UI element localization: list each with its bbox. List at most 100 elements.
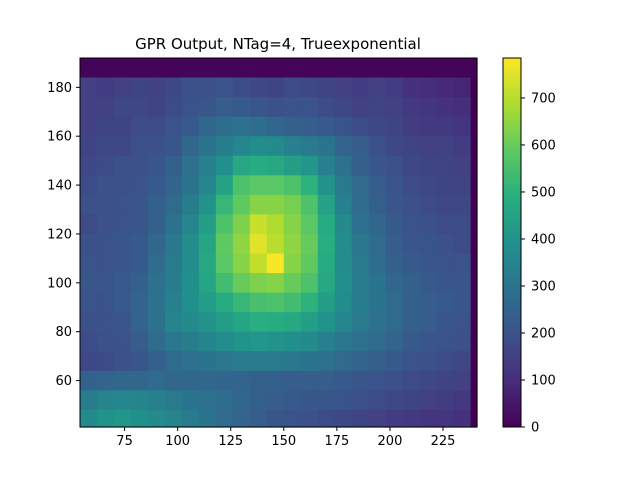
heatmap-cell <box>80 214 98 235</box>
heatmap-cell <box>198 409 217 428</box>
heatmap-cell <box>249 390 268 411</box>
heatmap-cell <box>96 58 115 79</box>
heatmap-cell <box>402 77 421 98</box>
heatmap-cell <box>419 194 438 215</box>
heatmap-cell <box>470 136 478 157</box>
x-axis: 75 100 125 150 175 200 225 <box>116 427 455 449</box>
heatmap-cell <box>334 253 353 274</box>
heatmap-cell <box>470 292 478 313</box>
heatmap-cell <box>80 155 98 176</box>
heatmap-cell <box>300 77 319 98</box>
heatmap-cell <box>368 370 387 391</box>
heatmap-cell <box>147 214 166 235</box>
heatmap-cell <box>215 331 234 352</box>
heatmap-cell <box>164 351 183 372</box>
heatmap-cell <box>368 58 387 79</box>
heatmap-cell <box>181 273 200 294</box>
heatmap-cell <box>419 136 438 157</box>
heatmap-cell <box>351 370 370 391</box>
heatmap-cell <box>300 97 319 118</box>
heatmap-cell <box>402 233 421 255</box>
colorbar-tick-label: 600 <box>531 138 556 153</box>
heatmap-cell <box>232 116 251 137</box>
heatmap-cell <box>232 370 251 391</box>
heatmap-cell <box>470 312 478 333</box>
heatmap-cell <box>385 409 404 428</box>
heatmap-cell <box>300 58 319 79</box>
x-tick-label: 75 <box>116 434 133 449</box>
heatmap-cell <box>181 351 200 372</box>
heatmap-cell <box>164 214 183 235</box>
heatmap-cell <box>232 331 251 352</box>
heatmap-cell <box>215 116 234 137</box>
heatmap-cell <box>113 97 132 118</box>
plot-frame <box>79 57 478 428</box>
heatmap-cell <box>232 97 251 118</box>
heatmap-cell <box>436 273 455 294</box>
heatmap-cell <box>130 370 149 391</box>
heatmap-cell <box>385 97 404 118</box>
heatmap-cell <box>113 273 132 294</box>
colorbar-tick-label: 400 <box>531 232 556 247</box>
heatmap-cell <box>266 175 285 196</box>
heatmap-cell <box>80 77 98 98</box>
heatmap-cell <box>147 175 166 196</box>
heatmap-cell <box>300 155 319 176</box>
heatmap-cell <box>436 136 455 157</box>
heatmap-cell <box>368 390 387 411</box>
heatmap-cell <box>147 194 166 215</box>
heatmap-cell <box>470 233 478 255</box>
heatmap-cell <box>334 77 353 98</box>
heatmap-cell <box>181 312 200 333</box>
heatmap-cell <box>419 390 438 411</box>
heatmap-cell <box>334 233 353 255</box>
y-tick-label: 180 <box>47 81 72 96</box>
heatmap-cell <box>436 253 455 274</box>
heatmap-cell <box>147 370 166 391</box>
heatmap-cell <box>113 214 132 235</box>
heatmap-cell <box>300 233 319 255</box>
heatmap-cell <box>436 351 455 372</box>
heatmap-cell <box>283 273 302 294</box>
heatmap-cell <box>198 194 217 215</box>
heatmap-cell <box>300 331 319 352</box>
heatmap-cell <box>385 331 404 352</box>
heatmap-cell <box>317 116 336 137</box>
heatmap-cell <box>266 370 285 391</box>
heatmap-cell <box>351 331 370 352</box>
heatmap-cell <box>351 292 370 313</box>
heatmap-cell <box>300 194 319 215</box>
heatmap-cell <box>317 312 336 333</box>
heatmap-cell <box>181 155 200 176</box>
heatmap-cell <box>113 233 132 255</box>
heatmap-cell <box>368 116 387 137</box>
heatmap-cell <box>113 253 132 274</box>
y-tick-label: 60 <box>55 374 72 389</box>
heatmap-cell <box>470 58 478 79</box>
heatmap-cell <box>368 136 387 157</box>
heatmap-cell <box>283 390 302 411</box>
heatmap-cell <box>385 351 404 372</box>
heatmap-cell <box>130 312 149 333</box>
chart-title: GPR Output, NTag=4, Trueexponential <box>135 35 421 53</box>
heatmap-cell <box>419 175 438 196</box>
heatmap-cell <box>266 409 285 428</box>
heatmap-cell <box>181 136 200 157</box>
heatmap-cell <box>351 214 370 235</box>
heatmap-cell <box>351 175 370 196</box>
heatmap-cell <box>351 273 370 294</box>
heatmap-cell <box>419 253 438 274</box>
heatmap-cell <box>232 214 251 235</box>
heatmap-cell <box>402 331 421 352</box>
heatmap-cell <box>351 409 370 428</box>
heatmap-cell <box>80 194 98 215</box>
heatmap-cell <box>368 155 387 176</box>
heatmap-cell <box>470 116 478 137</box>
heatmap-cell <box>351 351 370 372</box>
heatmap-cell <box>436 77 455 98</box>
heatmap-cell <box>266 97 285 118</box>
heatmap-cell <box>402 97 421 118</box>
heatmap-cell <box>198 77 217 98</box>
heatmap-cell <box>215 175 234 196</box>
